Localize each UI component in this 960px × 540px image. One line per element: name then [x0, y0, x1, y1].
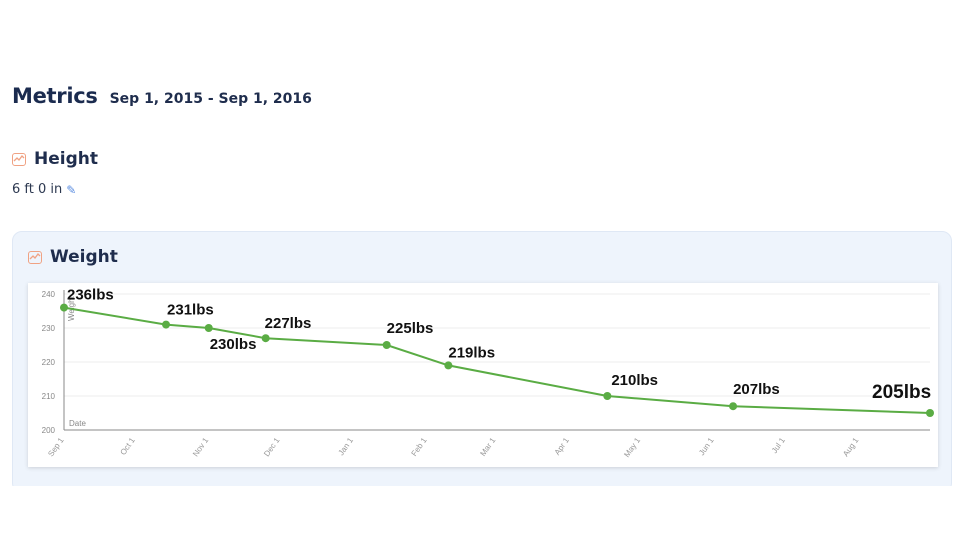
weight-section-title: Weight — [28, 247, 118, 267]
page-title: Metrics — [12, 84, 98, 108]
x-tick-label: Aug 1 — [841, 436, 861, 459]
y-tick-label: 240 — [42, 290, 56, 299]
height-title: Height — [34, 149, 98, 169]
page-header: Metrics Sep 1, 2015 - Sep 1, 2016 — [12, 84, 312, 108]
data-label: 219lbs — [448, 344, 495, 361]
x-tick-label: Nov 1 — [191, 436, 211, 459]
data-point — [204, 324, 213, 332]
height-value-row: 6 ft 0 in ✎ — [12, 182, 76, 197]
pencil-icon[interactable]: ✎ — [66, 182, 77, 197]
data-label: 230lbs — [210, 336, 257, 353]
y-tick-label: 200 — [42, 426, 56, 435]
weight-chart-container — [28, 283, 938, 467]
data-label: 225lbs — [387, 320, 434, 337]
x-tick-label: Apr 1 — [553, 436, 572, 457]
x-tick-label: Sep 1 — [46, 436, 66, 459]
x-tick-label: Mar 1 — [478, 436, 497, 458]
x-axis-title: Date — [69, 419, 86, 428]
x-tick-label: Feb 1 — [410, 436, 429, 458]
page-footer-space — [0, 486, 960, 540]
x-tick-label: Jul 1 — [770, 436, 787, 455]
x-tick-label: Dec 1 — [262, 436, 282, 459]
data-point — [603, 392, 612, 400]
chart-icon — [28, 250, 42, 264]
data-label: 236lbs — [67, 287, 114, 304]
height-section-title: Height — [12, 149, 98, 169]
data-label: 231lbs — [167, 302, 214, 319]
y-tick-label: 210 — [42, 392, 56, 401]
x-tick-label: Jun 1 — [697, 436, 716, 458]
data-label: 227lbs — [265, 315, 312, 332]
data-point — [261, 334, 270, 343]
x-tick-label: Jan 1 — [336, 436, 355, 458]
data-point — [60, 303, 68, 312]
data-label: 207lbs — [733, 381, 780, 398]
chart-icon — [12, 152, 26, 166]
y-tick-label: 220 — [42, 358, 56, 367]
data-label: 205lbs — [872, 382, 931, 403]
x-tick-label: May 1 — [622, 436, 642, 459]
data-point — [729, 402, 738, 411]
date-range[interactable]: Sep 1, 2015 - Sep 1, 2016 — [109, 91, 312, 107]
y-tick-label: 230 — [42, 324, 56, 333]
data-point — [162, 320, 171, 329]
x-tick-label: Oct 1 — [118, 436, 137, 457]
weight-title: Weight — [50, 247, 118, 267]
data-point — [926, 409, 934, 417]
data-point — [444, 361, 453, 370]
weight-series-line — [63, 306, 931, 414]
data-label: 210lbs — [611, 372, 658, 389]
data-point — [382, 341, 391, 349]
height-value: 6 ft 0 in — [12, 182, 63, 197]
